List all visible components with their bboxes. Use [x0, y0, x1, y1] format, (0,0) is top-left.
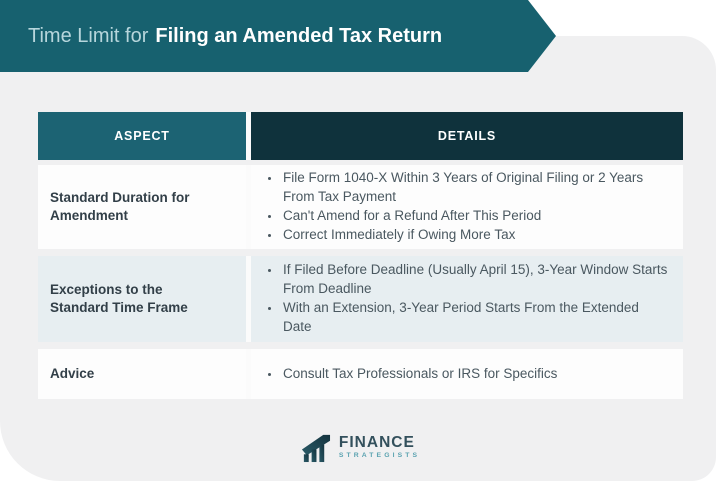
- aspect-cell: Exceptions to the Standard Time Frame: [50, 281, 188, 315]
- details-bullet: With an Extension, 3-Year Period Starts …: [281, 299, 669, 337]
- column-header-details: DETAILS: [251, 112, 683, 160]
- details-cell: Consult Tax Professionals or IRS for Spe…: [251, 349, 683, 399]
- banner-title-bold: Filing an Amended Tax Return: [155, 24, 443, 47]
- banner-title-regular: Time Limit for: [28, 24, 149, 47]
- aspect-cell: Advice: [50, 365, 95, 381]
- details-bullet: Can't Amend for a Refund After This Peri…: [281, 207, 669, 226]
- details-bullet-list: Consult Tax Professionals or IRS for Spe…: [263, 365, 557, 384]
- column-divider: [246, 112, 251, 160]
- details-bullet: Consult Tax Professionals or IRS for Spe…: [281, 365, 557, 384]
- aspect-cell: Standard Duration for Amendment: [50, 189, 190, 223]
- brand-name-secondary: STRATEGISTS: [338, 452, 421, 460]
- details-bullet-list: File Form 1040-X Within 3 Years of Origi…: [263, 169, 669, 245]
- table-row: Standard Duration for Amendment File Form…: [38, 165, 683, 249]
- details-bullet: Correct Immediately if Owing More Tax: [281, 226, 669, 245]
- column-divider: [246, 349, 251, 399]
- brand-name-primary: FINANCE: [338, 433, 415, 451]
- details-bullet-list: If Filed Before Deadline (Usually April …: [263, 261, 669, 337]
- details-bullet: If Filed Before Deadline (Usually April …: [281, 261, 669, 299]
- table-row: Exceptions to the Standard Time Frame If …: [38, 256, 683, 342]
- title-banner: Time Limit for Filing an Amended Tax Ret…: [0, 0, 556, 72]
- table-row: Advice Consult Tax Professionals or IRS f…: [38, 349, 683, 399]
- brand-footer: FINANCE STRATEGISTS: [0, 424, 720, 470]
- table-body: Standard Duration for Amendment File Form…: [38, 165, 683, 399]
- column-header-aspect: ASPECT: [38, 112, 246, 160]
- brand-wordmark: FINANCE STRATEGISTS: [338, 433, 421, 460]
- column-divider: [246, 165, 251, 249]
- finance-strategists-logo-icon: [301, 434, 330, 462]
- aspect-details-table: ASPECT DETAILS Standard Duration for Ame…: [38, 112, 683, 399]
- details-cell: If Filed Before Deadline (Usually April …: [251, 256, 683, 342]
- column-divider: [246, 256, 251, 342]
- table-header-row: ASPECT DETAILS: [38, 112, 683, 160]
- details-bullet: File Form 1040-X Within 3 Years of Origi…: [281, 169, 669, 207]
- details-cell: File Form 1040-X Within 3 Years of Origi…: [251, 165, 683, 249]
